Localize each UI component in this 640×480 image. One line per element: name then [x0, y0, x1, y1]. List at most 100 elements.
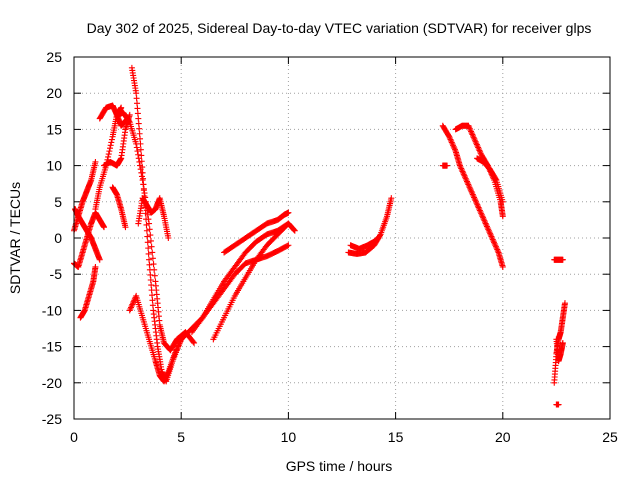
data-point: [481, 217, 488, 224]
data-point: [473, 198, 479, 205]
series-arc-25: [551, 256, 566, 263]
data-point: [176, 339, 183, 346]
data-point: [494, 248, 501, 255]
data-point: [172, 349, 179, 356]
data-point: [136, 130, 143, 137]
data-point: [176, 340, 183, 347]
data-point: [165, 235, 172, 241]
data-point: [456, 162, 463, 169]
data-point: [450, 142, 457, 149]
data-point: [135, 155, 142, 162]
data-point: [465, 181, 472, 188]
data-point: [198, 316, 205, 323]
data-point: [559, 339, 566, 346]
data-point: [134, 105, 141, 112]
data-point: [144, 233, 151, 240]
data-point: [484, 224, 491, 231]
data-point: [478, 211, 485, 218]
data-point: [486, 229, 493, 236]
data-point: [285, 242, 292, 249]
data-point: [487, 230, 494, 237]
data-point: [147, 271, 154, 278]
data-point: [134, 110, 141, 117]
data-point: [128, 304, 135, 311]
data-point: [129, 300, 136, 307]
data-point: [482, 220, 489, 227]
series-arc-19: [439, 122, 506, 270]
data-point: [444, 162, 451, 169]
data-point: [480, 214, 487, 221]
data-point: [485, 227, 492, 234]
data-point: [291, 227, 298, 234]
data-point: [96, 256, 103, 263]
x-axis-title: GPS time / hours: [286, 458, 393, 474]
data-point: [284, 221, 291, 228]
data-point: [462, 174, 469, 181]
data-point: [465, 182, 472, 189]
data-point: [140, 181, 147, 188]
axis-ticks: 0 5 10 15 20 25 -25 -20 -15 -10 -5 0 5 10 15 20 25: [42, 49, 618, 445]
data-point: [146, 261, 153, 268]
data-point: [146, 256, 153, 263]
x-tick-label: 10: [281, 429, 297, 445]
data-point: [191, 339, 198, 346]
data-point: [108, 139, 115, 146]
y-tick-label: 5: [54, 194, 62, 210]
series-arc-10: [128, 64, 185, 385]
y-tick-label: -15: [42, 339, 62, 355]
data-point: [134, 148, 141, 155]
x-tick-label: 0: [70, 429, 78, 445]
data-point: [129, 301, 136, 308]
y-tick-label: -25: [42, 411, 62, 427]
data-point: [559, 256, 566, 263]
data-point: [285, 220, 292, 227]
series-arc-18: [347, 235, 382, 252]
series-arc-1: [72, 206, 103, 263]
data-point: [151, 272, 158, 279]
data-point: [451, 145, 458, 152]
data-point: [108, 136, 115, 143]
data-point: [145, 245, 152, 252]
data-point: [499, 198, 506, 205]
data-point: [133, 95, 140, 102]
data-point: [173, 347, 180, 354]
data-point: [447, 136, 454, 143]
data-point: [482, 219, 489, 226]
data-point: [190, 338, 197, 345]
data-point: [133, 90, 140, 97]
data-point: [146, 220, 153, 227]
data-point: [139, 164, 146, 171]
data-point: [148, 282, 155, 289]
data-point: [493, 245, 500, 252]
data-point: [461, 172, 468, 179]
data-point: [147, 237, 154, 244]
data-point: [290, 226, 297, 233]
series-arc-11: [126, 292, 185, 385]
data-point: [145, 250, 152, 257]
data-point: [561, 300, 568, 307]
y-tick-label: -20: [42, 375, 62, 391]
data-point: [471, 137, 478, 144]
data-points: [71, 64, 568, 408]
data-point: [147, 276, 154, 283]
data-point: [146, 226, 153, 233]
data-point: [494, 246, 501, 253]
data-point: [127, 305, 134, 312]
data-point: [476, 207, 483, 214]
data-point: [473, 200, 480, 207]
y-tick-label: -10: [42, 302, 62, 318]
data-point: [463, 178, 470, 185]
data-point: [138, 158, 145, 165]
data-point: [140, 187, 147, 194]
data-point: [388, 195, 395, 202]
series-arc-4: [77, 263, 99, 321]
data-point: [122, 224, 129, 231]
data-point: [463, 177, 470, 184]
data-point: [135, 151, 142, 158]
data-point: [459, 168, 466, 175]
data-point: [105, 151, 112, 158]
data-point: [107, 142, 114, 149]
data-point: [478, 210, 485, 217]
series-arc-12: [135, 195, 172, 241]
y-tick-label: 0: [54, 230, 62, 246]
